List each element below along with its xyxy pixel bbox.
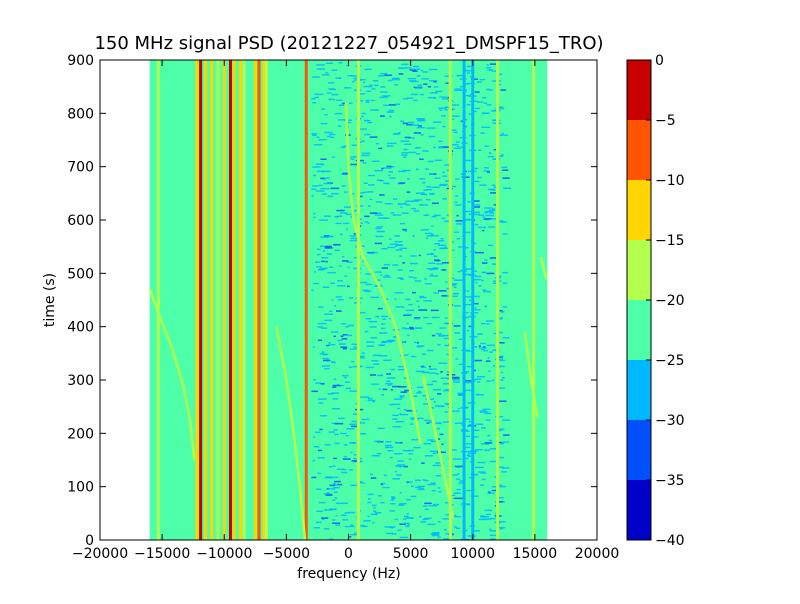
- vertical-line-10: [242, 60, 246, 540]
- doppler-track-3: [421, 374, 455, 519]
- x-tick-label: −5000: [263, 546, 310, 562]
- y-tick-label: 600: [67, 213, 94, 229]
- colorbar-segment-6: [627, 120, 651, 180]
- vertical-line-1: [195, 60, 199, 540]
- colorbar-tick-label: 0: [655, 53, 664, 69]
- vertical-line-19: [471, 60, 475, 540]
- vertical-line-18: [462, 60, 466, 540]
- vertical-line-12: [257, 60, 261, 540]
- y-tick-label: 900: [67, 53, 94, 69]
- x-tick-label: −10000: [196, 546, 252, 562]
- doppler-track-2: [344, 102, 422, 445]
- colorbar-tick-label: −30: [655, 413, 685, 429]
- axes: −20000 −15000 −10000 −5000 0 5000 10000 15000 20…: [67, 53, 619, 562]
- colorbar: 0 −5 −10 −15 −20 −25 −30 −35 −40: [626, 53, 685, 549]
- colorbar-segment-0: [627, 480, 651, 540]
- colorbar-tick-label: −20: [655, 293, 685, 309]
- x-tick-label: −15000: [134, 546, 190, 562]
- noise-texture: [311, 62, 512, 540]
- x-tick-label: 0: [344, 546, 353, 562]
- vertical-line-0: [156, 60, 160, 540]
- vertical-line-7: [228, 60, 232, 540]
- doppler-track-1: [275, 326, 307, 540]
- doppler-track-5: [539, 257, 548, 279]
- vertical-line-5: [216, 60, 220, 540]
- doppler-track-4: [523, 331, 539, 418]
- colorbar-tick-label: −40: [655, 533, 685, 549]
- vertical-line-6: [222, 60, 226, 540]
- vertical-line-17: [448, 60, 452, 540]
- x-tick-label: −20000: [72, 546, 128, 562]
- colorbar-segment-3: [627, 300, 651, 360]
- y-tick-label: 100: [67, 480, 94, 496]
- vertical-line-16: [356, 60, 360, 540]
- vertical-line-15: [304, 60, 308, 540]
- x-tick-label: 20000: [575, 546, 620, 562]
- y-tick-label: 300: [67, 373, 94, 389]
- y-tick-label: 800: [67, 106, 94, 122]
- vertical-line-14: [264, 60, 268, 540]
- vertical-line-13: [262, 60, 266, 540]
- plot-area: [148, 60, 548, 540]
- vertical-line-3: [204, 60, 208, 540]
- x-axis-label: frequency (Hz): [297, 566, 400, 582]
- colorbar-tick-label: −5: [655, 113, 676, 129]
- heatmap-background: [149, 60, 548, 540]
- doppler-track-0: [148, 288, 196, 461]
- y-tick-label: 400: [67, 320, 94, 336]
- x-tick-label: 15000: [513, 546, 558, 562]
- y-tick-label: 500: [67, 266, 94, 282]
- colorbar-tick-label: −15: [655, 233, 685, 249]
- vertical-line-2: [199, 60, 203, 540]
- y-tick-label: 200: [67, 426, 94, 442]
- vertical-line-21: [532, 60, 536, 540]
- vertical-line-9: [238, 60, 242, 540]
- colorbar-segment-2: [627, 360, 651, 420]
- vertical-line-20: [496, 60, 500, 540]
- colorbar-tick-label: −35: [655, 473, 685, 489]
- colorbar-segment-1: [627, 420, 651, 480]
- colorbar-segment-5: [627, 180, 651, 240]
- colorbar-segment-4: [627, 240, 651, 300]
- y-axis-label: time (s): [42, 273, 58, 327]
- x-tick-label: 5000: [393, 546, 429, 562]
- vertical-line-8: [232, 60, 236, 540]
- x-tick-label: 10000: [450, 546, 495, 562]
- colorbar-segment-7: [627, 60, 651, 120]
- chart-title: 150 MHz signal PSD (20121227_054921_DMSP…: [94, 33, 603, 54]
- y-tick-label: 700: [67, 160, 94, 176]
- colorbar-tick-label: −25: [655, 353, 685, 369]
- vertical-line-4: [210, 60, 214, 540]
- y-tick-label: 0: [85, 533, 94, 549]
- colorbar-tick-label: −10: [655, 173, 685, 189]
- vertical-line-11: [253, 60, 257, 540]
- heatmap-marks: [148, 60, 548, 540]
